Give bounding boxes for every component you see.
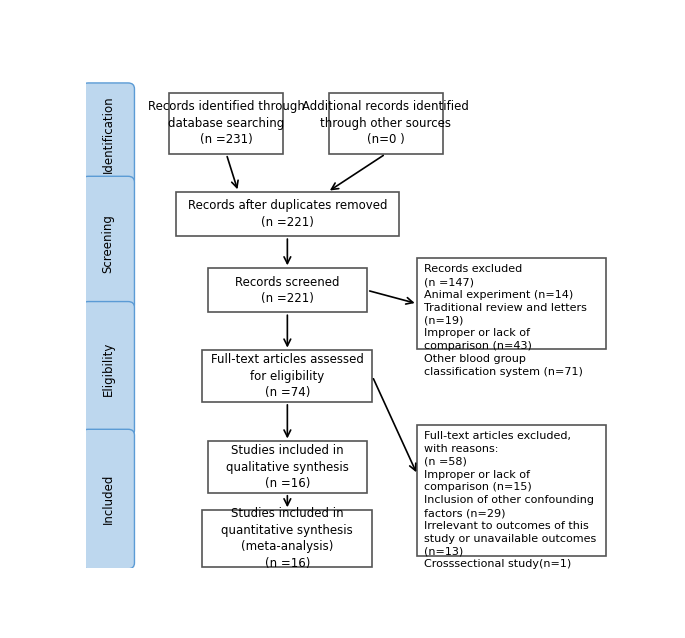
Text: Identification: Identification [101, 96, 114, 173]
FancyBboxPatch shape [417, 426, 606, 556]
FancyBboxPatch shape [82, 176, 134, 311]
Text: Records identified through
database searching
(n =231): Records identified through database sear… [148, 100, 305, 146]
Text: Records screened
(n =221): Records screened (n =221) [235, 276, 340, 305]
FancyBboxPatch shape [203, 350, 373, 402]
Text: Full-text articles assessed
for eligibility
(n =74): Full-text articles assessed for eligibil… [211, 353, 364, 399]
FancyBboxPatch shape [82, 83, 134, 186]
FancyBboxPatch shape [176, 192, 399, 236]
FancyBboxPatch shape [208, 441, 367, 493]
Text: Records excluded
(n =147)
Animal experiment (n=14)
Traditional review and letter: Records excluded (n =147) Animal experim… [424, 264, 586, 376]
FancyBboxPatch shape [169, 93, 284, 154]
Text: Screening: Screening [101, 214, 114, 273]
Text: Additional records identified
through other sources
(n=0 ): Additional records identified through ot… [302, 100, 469, 146]
FancyBboxPatch shape [82, 302, 134, 436]
FancyBboxPatch shape [203, 510, 373, 567]
Text: Full-text articles excluded,
with reasons:
(n =58)
Improper or lack of
compariso: Full-text articles excluded, with reason… [424, 431, 596, 569]
Text: Included: Included [101, 474, 114, 524]
FancyBboxPatch shape [208, 268, 367, 313]
Text: Records after duplicates removed
(n =221): Records after duplicates removed (n =221… [188, 199, 387, 229]
Text: Studies included in
quantitative synthesis
(meta-analysis)
(n =16): Studies included in quantitative synthes… [221, 507, 353, 570]
FancyBboxPatch shape [417, 258, 606, 349]
FancyBboxPatch shape [82, 429, 134, 569]
Text: Studies included in
qualitative synthesis
(n =16): Studies included in qualitative synthesi… [226, 444, 349, 490]
Text: Eligibility: Eligibility [101, 342, 114, 396]
FancyBboxPatch shape [329, 93, 443, 154]
